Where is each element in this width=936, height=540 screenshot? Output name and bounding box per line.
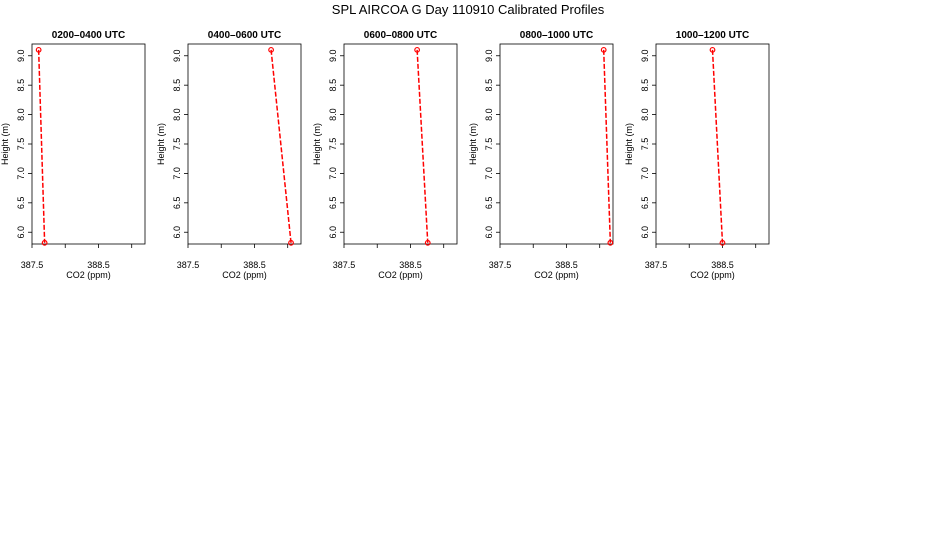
y-tick-label: 7.0 — [328, 167, 338, 180]
data-point — [719, 239, 726, 246]
y-tick-label: 7.5 — [484, 138, 494, 151]
x-axis-label: CO2 (ppm) — [378, 270, 423, 280]
plot-frame — [31, 43, 146, 245]
plot-frame — [655, 43, 770, 245]
y-tick-label: 7.0 — [172, 167, 182, 180]
y-tick-label: 8.5 — [328, 79, 338, 92]
y-tick-label: 8.0 — [484, 108, 494, 121]
x-tick-label: 387.5 — [177, 260, 200, 270]
profile-line — [602, 49, 612, 243]
plot-frame — [187, 43, 302, 245]
y-tick-label: 6.0 — [640, 226, 650, 239]
profile-line — [416, 49, 429, 243]
x-axis-label: CO2 (ppm) — [66, 270, 111, 280]
data-point — [607, 239, 614, 246]
x-tick-label: 388.5 — [87, 260, 110, 270]
y-tick-label: 6.5 — [328, 197, 338, 210]
y-tick-label: 9.0 — [172, 50, 182, 63]
profile-panel: 0600–0800 UTC 387.5 388.5 6.0 6.5 7.0 7.5 8.0 8.… — [312, 30, 458, 280]
y-tick-label: 6.5 — [16, 197, 26, 210]
y-axis-label: Height (m) — [624, 123, 634, 165]
y-tick-label: 8.5 — [484, 79, 494, 92]
data-point — [424, 239, 431, 246]
profile-line — [270, 49, 292, 243]
y-tick-label: 8.0 — [328, 108, 338, 121]
y-tick-label: 7.5 — [328, 138, 338, 151]
x-tick-label: 388.5 — [711, 260, 734, 270]
panel-title: 1000–1200 UTC — [676, 30, 749, 41]
data-point — [600, 46, 607, 53]
y-tick-label: 7.0 — [640, 167, 650, 180]
profile-panel: 0400–0600 UTC 387.5 388.5 6.0 6.5 7.0 7.5 8.0 8.… — [156, 30, 302, 280]
y-tick-label: 6.5 — [640, 197, 650, 210]
y-tick-label: 7.5 — [640, 138, 650, 151]
x-axis-label: CO2 (ppm) — [690, 270, 735, 280]
x-tick-label: 387.5 — [21, 260, 44, 270]
y-tick-label: 8.0 — [640, 108, 650, 121]
x-axis-label: CO2 (ppm) — [222, 270, 267, 280]
panel-title: 0800–1000 UTC — [520, 30, 593, 41]
profile-panel: 0200–0400 UTC 387.5 388.5 6.0 6.5 7.0 7.5 8.0 8.… — [0, 30, 146, 280]
x-tick-label: 387.5 — [489, 260, 512, 270]
x-tick-label: 387.5 — [333, 260, 356, 270]
profile-panel: 1000–1200 UTC 387.5 388.5 6.0 6.5 7.0 7.5 8.0 8.… — [624, 30, 770, 280]
y-axis-label: Height (m) — [0, 123, 10, 165]
x-tick-label: 387.5 — [645, 260, 668, 270]
profile-line — [711, 49, 724, 243]
data-point — [41, 239, 48, 246]
plot-frame — [343, 43, 458, 245]
y-tick-label: 9.0 — [484, 50, 494, 63]
figure-title: SPL AIRCOA G Day 110910 Calibrated Profi… — [332, 2, 605, 17]
panel-title: 0600–0800 UTC — [364, 30, 437, 41]
data-point — [35, 46, 42, 53]
y-axis-label: Height (m) — [156, 123, 166, 165]
y-tick-label: 8.0 — [16, 108, 26, 121]
y-tick-label: 7.5 — [172, 138, 182, 151]
y-tick-label: 7.5 — [16, 138, 26, 151]
panels-group: 0200–0400 UTC 387.5 388.5 6.0 6.5 7.0 7.5 8.0 8.… — [0, 30, 770, 280]
y-tick-label: 6.0 — [328, 226, 338, 239]
y-tick-label: 9.0 — [16, 50, 26, 63]
x-tick-label: 388.5 — [555, 260, 578, 270]
y-axis-label: Height (m) — [312, 123, 322, 165]
profile-line — [37, 49, 46, 243]
y-tick-label: 8.5 — [640, 79, 650, 92]
y-tick-label: 6.0 — [172, 226, 182, 239]
x-axis-label: CO2 (ppm) — [534, 270, 579, 280]
y-tick-label: 7.0 — [484, 167, 494, 180]
panel-title: 0200–0400 UTC — [52, 30, 125, 41]
y-tick-label: 9.0 — [640, 50, 650, 63]
y-tick-label: 6.5 — [172, 197, 182, 210]
y-tick-label: 8.0 — [172, 108, 182, 121]
y-tick-label: 7.0 — [16, 167, 26, 180]
y-tick-label: 6.0 — [484, 226, 494, 239]
y-tick-label: 8.5 — [16, 79, 26, 92]
data-point — [268, 46, 274, 53]
y-tick-label: 9.0 — [328, 50, 338, 63]
panel-title: 0400–0600 UTC — [208, 30, 281, 41]
y-tick-label: 8.5 — [172, 79, 182, 92]
plot-frame — [499, 43, 614, 245]
data-point — [414, 46, 421, 53]
y-tick-label: 6.5 — [484, 197, 494, 210]
profile-panel: 0800–1000 UTC 387.5 388.5 6.0 6.5 7.0 7.5 8.0 8.… — [468, 30, 614, 280]
data-point — [709, 46, 716, 53]
y-axis-label: Height (m) — [468, 123, 478, 165]
x-tick-label: 388.5 — [399, 260, 422, 270]
x-tick-label: 388.5 — [243, 260, 266, 270]
y-tick-label: 6.0 — [16, 226, 26, 239]
data-point — [288, 239, 294, 246]
